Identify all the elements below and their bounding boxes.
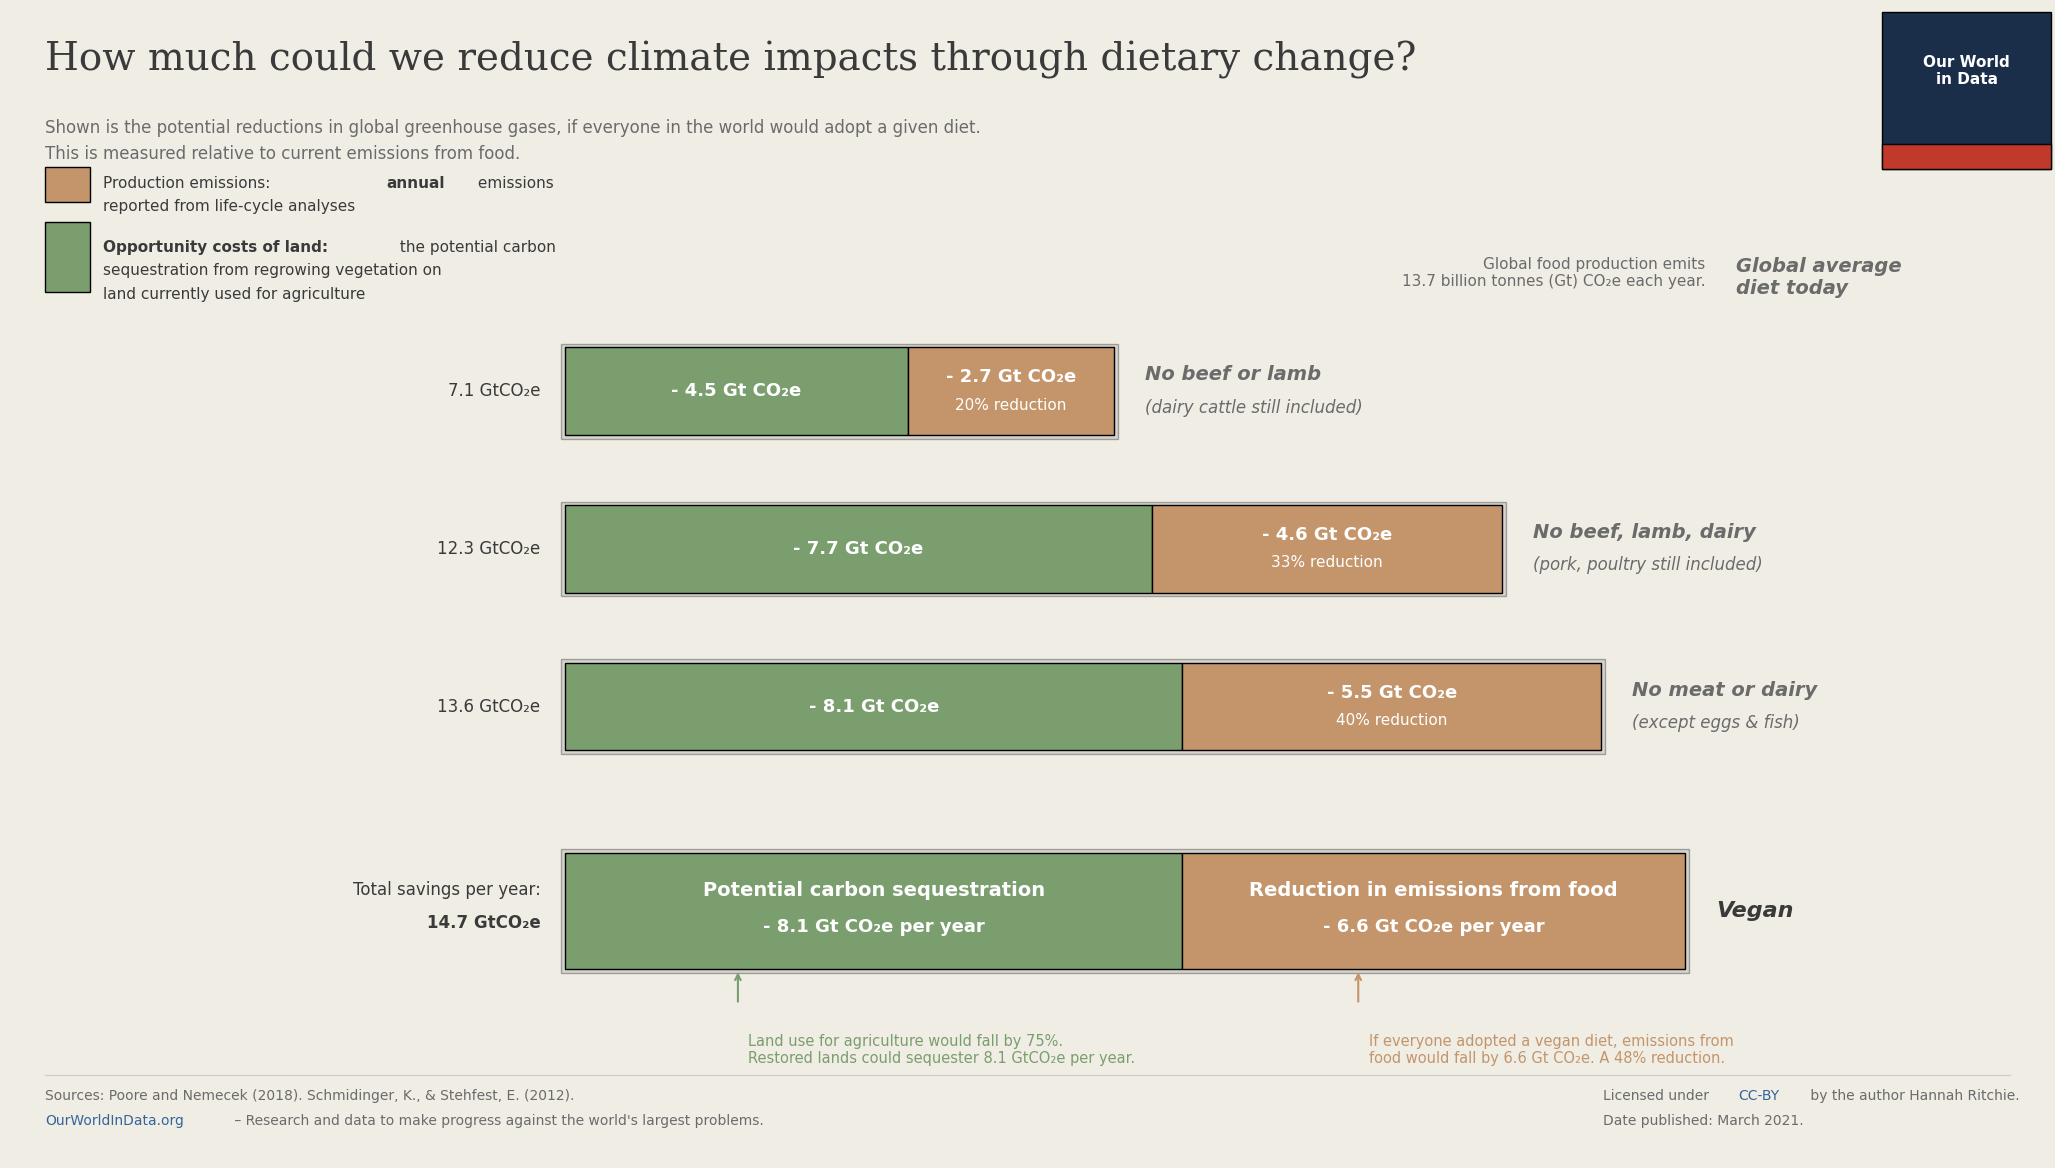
- FancyBboxPatch shape: [565, 348, 908, 434]
- FancyBboxPatch shape: [561, 502, 1506, 596]
- Text: Sources: Poore and Nemecek (2018). Schmidinger, K., & Stehfest, E. (2012).: Sources: Poore and Nemecek (2018). Schmi…: [45, 1089, 575, 1103]
- Text: by the author Hannah Ritchie.: by the author Hannah Ritchie.: [1806, 1089, 2020, 1103]
- Text: Land use for agriculture would fall by 75%.
Restored lands could sequester 8.1 G: Land use for agriculture would fall by 7…: [748, 1034, 1134, 1066]
- Text: reported from life-cycle analyses: reported from life-cycle analyses: [103, 200, 356, 214]
- Text: - 8.1 Gt CO₂e per year: - 8.1 Gt CO₂e per year: [762, 918, 984, 937]
- Text: Production emissions:: Production emissions:: [103, 176, 275, 190]
- Text: 14.7 GtCO₂e: 14.7 GtCO₂e: [427, 913, 540, 932]
- Text: - 4.5 Gt CO₂e: - 4.5 Gt CO₂e: [672, 382, 801, 401]
- Text: 33% reduction: 33% reduction: [1272, 556, 1383, 570]
- Text: This is measured relative to current emissions from food.: This is measured relative to current emi…: [45, 145, 520, 162]
- FancyBboxPatch shape: [45, 222, 90, 292]
- Text: - 7.7 Gt CO₂e: - 7.7 Gt CO₂e: [793, 540, 923, 558]
- Text: 40% reduction: 40% reduction: [1336, 714, 1447, 728]
- Text: Global food production emits
13.7 billion tonnes (Gt) CO₂e each year.: Global food production emits 13.7 billio…: [1402, 257, 1706, 290]
- Text: - 8.1 Gt CO₂e: - 8.1 Gt CO₂e: [808, 697, 939, 716]
- Text: - 2.7 Gt CO₂e: - 2.7 Gt CO₂e: [945, 368, 1077, 387]
- Text: Reduction in emissions from food: Reduction in emissions from food: [1249, 881, 1617, 899]
- Text: 7.1 GtCO₂e: 7.1 GtCO₂e: [448, 382, 540, 401]
- Text: 20% reduction: 20% reduction: [956, 398, 1067, 412]
- Text: No beef or lamb: No beef or lamb: [1145, 366, 1321, 384]
- FancyBboxPatch shape: [561, 659, 1605, 755]
- Text: (dairy cattle still included): (dairy cattle still included): [1145, 398, 1362, 417]
- Text: Vegan: Vegan: [1716, 901, 1794, 922]
- FancyBboxPatch shape: [1882, 12, 2051, 169]
- Text: 13.6 GtCO₂e: 13.6 GtCO₂e: [438, 697, 540, 716]
- Text: No beef, lamb, dairy: No beef, lamb, dairy: [1533, 523, 1755, 542]
- FancyBboxPatch shape: [1182, 662, 1601, 750]
- Text: If everyone adopted a vegan diet, emissions from
food would fall by 6.6 Gt CO₂e.: If everyone adopted a vegan diet, emissi…: [1369, 1034, 1732, 1066]
- Text: annual: annual: [386, 176, 444, 190]
- Text: Global average
diet today: Global average diet today: [1736, 257, 1903, 298]
- Text: Potential carbon sequestration: Potential carbon sequestration: [703, 881, 1044, 899]
- FancyBboxPatch shape: [565, 505, 1151, 593]
- Text: (pork, poultry still included): (pork, poultry still included): [1533, 556, 1763, 575]
- Text: CC-BY: CC-BY: [1739, 1089, 1780, 1103]
- FancyBboxPatch shape: [1151, 505, 1502, 593]
- Text: the potential carbon: the potential carbon: [395, 241, 555, 255]
- Text: Shown is the potential reductions in global greenhouse gases, if everyone in the: Shown is the potential reductions in glo…: [45, 119, 980, 137]
- Text: emissions: emissions: [473, 176, 553, 190]
- FancyBboxPatch shape: [565, 662, 1182, 750]
- Text: (except eggs & fish): (except eggs & fish): [1632, 714, 1800, 732]
- FancyBboxPatch shape: [1182, 853, 1685, 969]
- Text: Opportunity costs of land:: Opportunity costs of land:: [103, 241, 329, 255]
- FancyBboxPatch shape: [1882, 144, 2051, 169]
- Text: Date published: March 2021.: Date published: March 2021.: [1603, 1114, 1804, 1128]
- FancyBboxPatch shape: [908, 348, 1114, 434]
- Text: land currently used for agriculture: land currently used for agriculture: [103, 287, 366, 301]
- Text: How much could we reduce climate impacts through dietary change?: How much could we reduce climate impacts…: [45, 41, 1416, 79]
- Text: Our World
in Data: Our World in Data: [1923, 55, 2010, 88]
- Text: 12.3 GtCO₂e: 12.3 GtCO₂e: [438, 540, 540, 558]
- Text: - 6.6 Gt CO₂e per year: - 6.6 Gt CO₂e per year: [1323, 918, 1545, 937]
- Text: - 4.6 Gt CO₂e: - 4.6 Gt CO₂e: [1262, 526, 1391, 544]
- FancyBboxPatch shape: [561, 343, 1118, 438]
- Text: Licensed under: Licensed under: [1603, 1089, 1714, 1103]
- Text: - 5.5 Gt CO₂e: - 5.5 Gt CO₂e: [1328, 683, 1457, 702]
- Text: OurWorldInData.org: OurWorldInData.org: [45, 1114, 185, 1128]
- FancyBboxPatch shape: [45, 167, 90, 202]
- Text: – Research and data to make progress against the world's largest problems.: – Research and data to make progress aga…: [230, 1114, 764, 1128]
- Text: sequestration from regrowing vegetation on: sequestration from regrowing vegetation …: [103, 264, 442, 278]
- Text: Total savings per year:: Total savings per year:: [353, 881, 540, 899]
- FancyBboxPatch shape: [561, 849, 1689, 973]
- FancyBboxPatch shape: [565, 853, 1182, 969]
- Text: No meat or dairy: No meat or dairy: [1632, 681, 1817, 700]
